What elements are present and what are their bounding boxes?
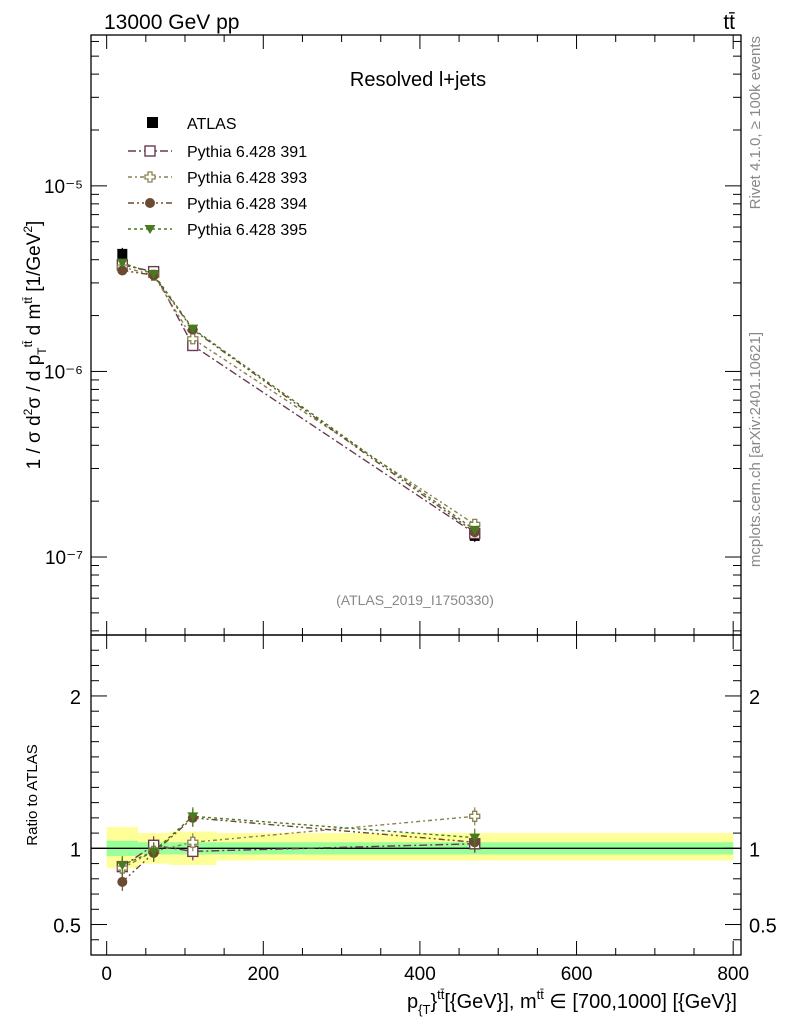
x-tick-label: 600 (561, 964, 593, 985)
series-point-ratio (187, 812, 199, 822)
series-line-main (122, 269, 476, 533)
legend-marker (144, 225, 156, 234)
series-lines (121, 262, 476, 883)
series-point-main (187, 333, 199, 345)
legend-label-atlas: ATLAS (187, 116, 237, 133)
mcplots-source-label: mcplots.cern.ch [arXiv:2401.10621] (747, 332, 764, 567)
series-point-ratio (148, 847, 160, 857)
series-markers (116, 247, 481, 891)
legend-label: Pythia 6.428 393 (187, 170, 307, 187)
legend-marker (145, 198, 155, 208)
legend-marker (144, 171, 156, 183)
y-tick-label-ratio: 2 (70, 687, 81, 709)
axis-tick-labels: 0 200 400 600 800 10⁻⁷ 10⁻⁶ 10⁻⁵ 0.5 0.5 1 1 2 2 (44, 177, 777, 985)
x-tick-label: 800 (717, 964, 749, 985)
x-axis-label: p{T}tt̄[{GeV}], mtt̄ ∈ [700,1000] [{GeV}… (407, 987, 737, 1017)
rivet-version-label: Rivet 4.1.0, ≥ 100k events (747, 36, 764, 209)
axis-ticks (91, 35, 741, 955)
y-tick-label-ratio: 0.5 (53, 916, 81, 938)
series-point-ratio (469, 810, 481, 822)
series-point-ratio (469, 833, 481, 843)
legend-label: Pythia 6.428 391 (187, 144, 307, 161)
series-point-main (117, 265, 128, 276)
series-line-ratio (121, 843, 475, 868)
x-tick-label: 200 (247, 964, 279, 985)
process-label: tt̄ (723, 11, 735, 34)
y-tick-label-main: 10⁻⁷ (45, 548, 83, 569)
chart-title: Resolved l+jets (350, 69, 486, 91)
beam-label: 13000 GeV pp (104, 11, 239, 34)
series-point-main (469, 525, 481, 535)
x-tick-label: 0 (101, 964, 112, 985)
legend: ATLAS Pythia 6.428 391 Pythia 6.428 393 Py… (128, 116, 307, 239)
analysis-id-label: (ATLAS_2019_I1750330) (336, 592, 494, 608)
y-tick-label-ratio-right: 1 (749, 839, 760, 861)
series-point-main (187, 324, 199, 334)
series-line-main (122, 264, 476, 535)
y-tick-label-ratio-right: 2 (749, 687, 760, 709)
legend-label: Pythia 6.428 395 (187, 222, 307, 239)
series-point-main (116, 258, 128, 268)
ratio-plot-frame (90, 634, 742, 956)
series-point-ratio (116, 861, 128, 871)
series-point-main (148, 270, 160, 280)
series-line-ratio (121, 817, 475, 883)
y-tick-label-main: 10⁻⁶ (44, 362, 83, 383)
data-point-atlas (117, 248, 128, 259)
series-line-ratio (122, 815, 475, 866)
y-tick-label-ratio-right: 0.5 (749, 916, 777, 938)
x-tick-label: 400 (404, 964, 436, 985)
legend-label: Pythia 6.428 394 (187, 196, 307, 213)
series-point-ratio (187, 836, 199, 848)
series-line-main (122, 262, 476, 531)
y-tick-label-ratio: 1 (70, 839, 81, 861)
series-point-ratio (117, 876, 128, 887)
series-line-ratio (121, 815, 475, 869)
ratio-y-axis-label: Ratio to ATLAS (24, 744, 41, 845)
legend-marker-atlas (147, 117, 158, 128)
y-tick-label-main: 10⁻⁵ (44, 177, 83, 198)
legend-marker (144, 145, 156, 157)
